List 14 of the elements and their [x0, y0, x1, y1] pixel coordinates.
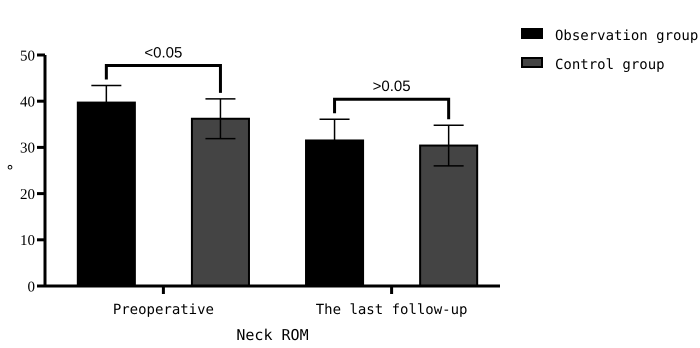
annotation: >0.05: [372, 78, 411, 96]
x-tick-label: Preoperative: [112, 302, 214, 318]
y-axis-title: °: [5, 162, 15, 180]
y-tick-label: 50: [20, 48, 35, 64]
annotation: <0.05: [144, 44, 182, 62]
legend-label: Control group: [555, 56, 665, 73]
legend-label: Observation group: [555, 28, 698, 44]
y-tick-label: 0: [28, 279, 35, 296]
x-axis-title: Neck ROM: [236, 326, 309, 344]
y-tick-label: 10: [20, 233, 35, 250]
y-tick-label: 30: [20, 140, 35, 157]
y-tick-label: 20: [20, 186, 35, 203]
x-tick-label: The last follow-up: [316, 302, 468, 318]
y-tick-label: 40: [20, 94, 35, 110]
